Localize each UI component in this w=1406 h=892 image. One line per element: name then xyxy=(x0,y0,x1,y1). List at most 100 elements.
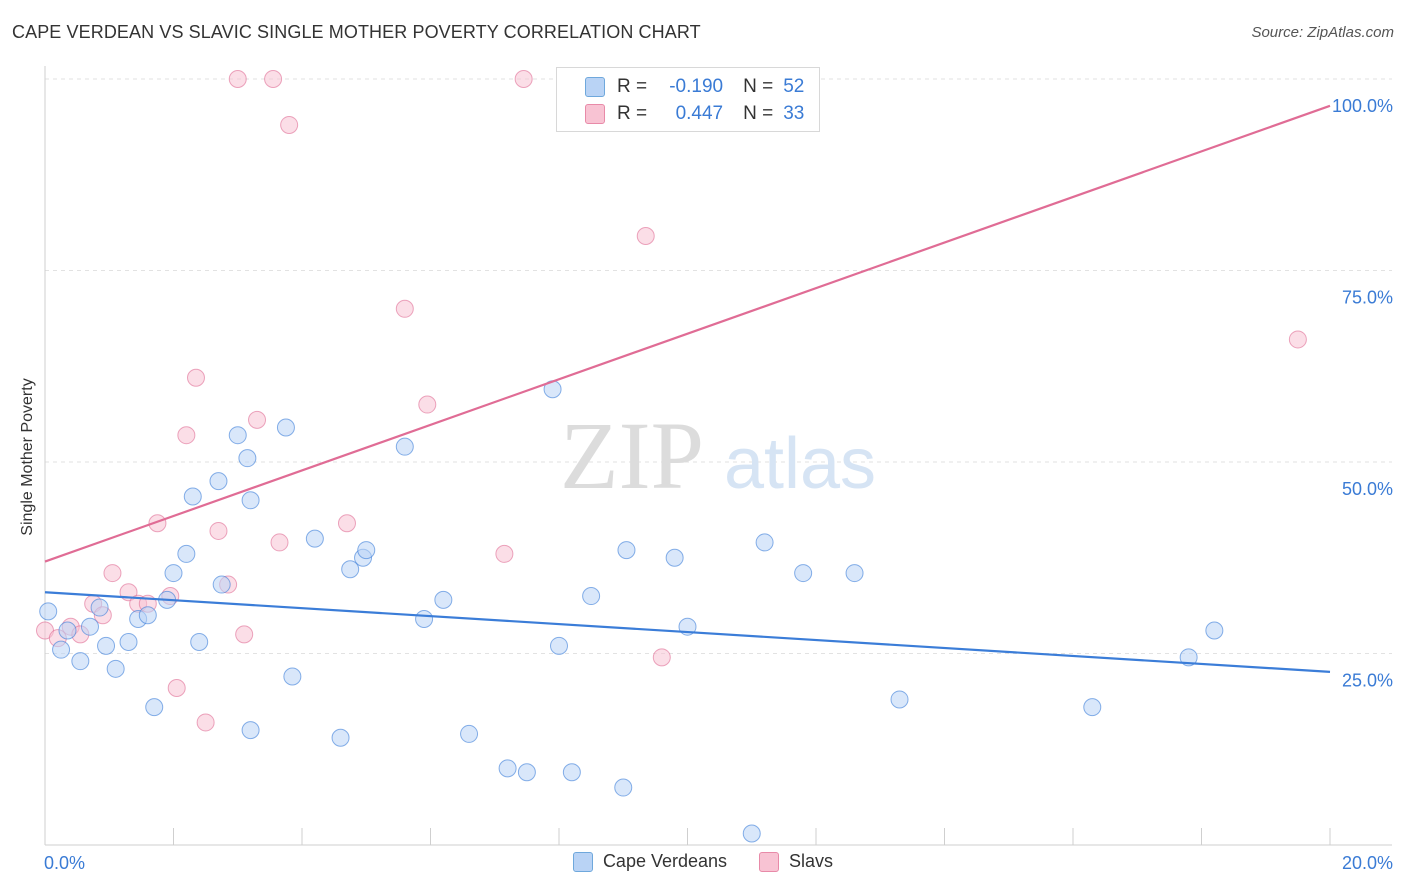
cape-verdeans-point-32 xyxy=(434,590,453,609)
cape-verdeans-point-1 xyxy=(52,640,71,659)
slavs-point-15 xyxy=(196,713,215,732)
cape-verdeans-point-51 xyxy=(1205,621,1224,640)
slavs-point-21 xyxy=(264,70,283,88)
series-cape-verdeans-points xyxy=(39,380,1224,843)
n-label: N = xyxy=(743,76,774,97)
cape-verdeans-point-6 xyxy=(97,636,116,655)
y-tick-label-3: 100.0% xyxy=(1332,96,1393,116)
cape-verdeans-point-44 xyxy=(742,824,761,843)
legend-item-slavs[interactable]: Slavs xyxy=(759,851,833,872)
slavs-trend-line xyxy=(44,104,1331,563)
cape-verdeans-point-33 xyxy=(460,724,479,743)
slavs-point-12 xyxy=(167,678,186,697)
watermark-zip: ZIP xyxy=(560,402,704,509)
slavs-point-31 xyxy=(652,648,671,667)
slavs-point-22 xyxy=(270,533,289,552)
slavs-point-32 xyxy=(1288,330,1307,349)
cape-verdeans-trend-line xyxy=(44,591,1331,673)
stats-legend-row-slavs: R = 0.447 N = 33 xyxy=(557,100,804,128)
watermark-atlas: atlas xyxy=(724,424,876,504)
cape-verdeans-point-3 xyxy=(71,652,90,671)
cape-verdeans-point-25 xyxy=(305,529,324,548)
slavs-point-25 xyxy=(395,299,414,318)
r-label: R = xyxy=(617,103,648,124)
cape-verdeans-point-46 xyxy=(794,564,813,583)
n-value-slavs: 33 xyxy=(783,103,805,124)
slavs-point-6 xyxy=(103,564,122,583)
cape-verdeans-point-13 xyxy=(164,564,183,583)
cape-verdeans-point-16 xyxy=(190,633,209,652)
cape-verdeans-legend-swatch xyxy=(572,851,593,872)
x-tick-label-1: 20.0% xyxy=(1342,853,1393,873)
r-value-slavs: 0.447 xyxy=(675,103,724,124)
stats-legend: R = -0.190 N = 52 R = 0.447 N = 33 xyxy=(556,67,820,132)
r-label: R = xyxy=(617,76,648,97)
slavs-point-14 xyxy=(186,368,205,387)
cape-verdeans-point-5 xyxy=(90,598,109,617)
slavs-point-19 xyxy=(235,625,254,644)
r-value-cape-verdeans: -0.190 xyxy=(669,76,724,97)
slavs-swatch xyxy=(585,104,605,124)
n-value-cape-verdeans: 52 xyxy=(783,76,805,97)
cape-verdeans-point-40 xyxy=(614,778,633,797)
cape-verdeans-point-42 xyxy=(665,548,684,567)
slavs-point-27 xyxy=(495,544,514,563)
cape-verdeans-point-35 xyxy=(517,763,536,782)
cape-verdeans-point-21 xyxy=(241,491,260,510)
cape-verdeans-point-39 xyxy=(582,587,601,606)
cape-verdeans-point-27 xyxy=(341,560,360,579)
slavs-point-24 xyxy=(337,514,356,533)
slavs-point-16 xyxy=(209,521,228,540)
cape-verdeans-point-7 xyxy=(106,659,125,678)
cape-verdeans-point-29 xyxy=(357,541,376,560)
cape-verdeans-point-0 xyxy=(39,602,58,621)
cape-verdeans-point-17 xyxy=(209,472,228,491)
cape-verdeans-point-47 xyxy=(845,564,864,583)
cape-verdeans-point-15 xyxy=(183,487,202,506)
y-tick-label-2: 75.0% xyxy=(1342,288,1393,308)
cape-verdeans-swatch xyxy=(585,77,605,97)
trend-lines xyxy=(44,104,1331,673)
legend-label-cape-verdeans: Cape Verdeans xyxy=(602,851,728,871)
slavs-legend-swatch xyxy=(759,851,780,872)
cape-verdeans-point-30 xyxy=(395,437,414,456)
axes xyxy=(44,66,1392,846)
cape-verdeans-point-11 xyxy=(145,698,164,717)
cape-verdeans-point-37 xyxy=(550,636,568,655)
cape-verdeans-point-24 xyxy=(283,667,302,686)
cape-verdeans-point-45 xyxy=(755,533,774,552)
cape-verdeans-point-8 xyxy=(119,633,138,652)
cape-verdeans-point-38 xyxy=(562,763,581,782)
tick-labels: 25.0% 50.0% 75.0% 100.0% 0.0% 20.0% xyxy=(44,96,1393,873)
cape-verdeans-point-41 xyxy=(617,541,636,560)
cape-verdeans-point-18 xyxy=(212,575,231,594)
n-label: N = xyxy=(743,103,774,124)
chart-title: CAPE VERDEAN VS SLAVIC SINGLE MOTHER POV… xyxy=(12,22,701,42)
cape-verdeans-point-20 xyxy=(238,449,257,468)
x-tick-label-0: 0.0% xyxy=(44,853,85,873)
cape-verdeans-point-49 xyxy=(1083,698,1102,717)
y-tick-label-1: 50.0% xyxy=(1342,479,1393,499)
cape-verdeans-point-34 xyxy=(498,759,517,778)
cape-verdeans-point-31 xyxy=(415,610,434,629)
legend-item-cape-verdeans[interactable]: Cape Verdeans xyxy=(572,851,728,872)
cape-verdeans-point-22 xyxy=(241,721,260,740)
watermark: ZIP atlas xyxy=(560,402,876,509)
series-slavs-points xyxy=(36,70,1307,732)
source-label: Source: ZipAtlas.com xyxy=(1251,24,1394,41)
y-axis-label: Single Mother Poverty xyxy=(19,378,36,536)
slavs-point-13 xyxy=(177,426,196,445)
cape-verdeans-point-10 xyxy=(138,606,157,625)
legend-label-slavs: Slavs xyxy=(789,851,834,871)
cape-verdeans-point-14 xyxy=(177,544,196,563)
cape-verdeans-point-2 xyxy=(58,621,77,640)
series-legend: Cape Verdeans Slavs xyxy=(0,851,1406,872)
slavs-point-30 xyxy=(636,227,655,246)
stats-legend-row-cape-verdeans: R = -0.190 N = 52 xyxy=(557,73,804,101)
grid-lines xyxy=(45,78,1392,654)
cape-verdeans-point-26 xyxy=(331,728,350,747)
slavs-point-28 xyxy=(514,70,533,88)
slavs-point-18 xyxy=(228,70,247,88)
cape-verdeans-point-48 xyxy=(890,690,909,709)
